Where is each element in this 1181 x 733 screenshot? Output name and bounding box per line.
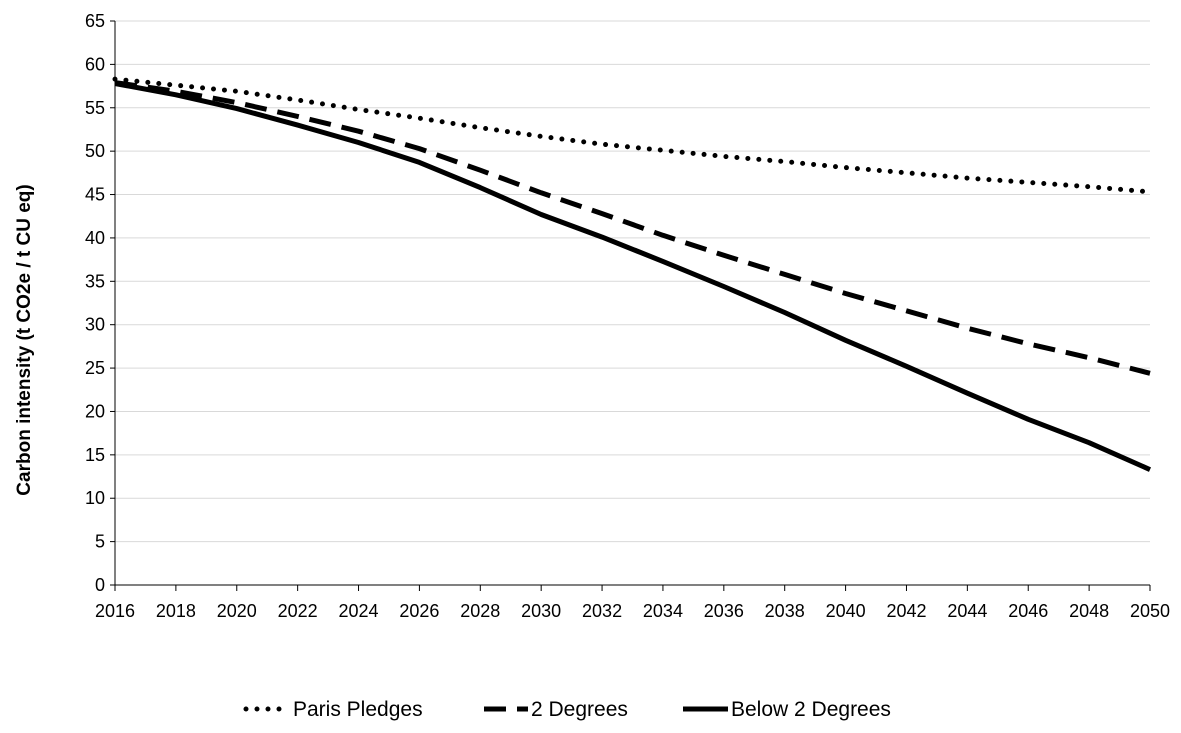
y-tick-label: 50: [85, 141, 105, 161]
x-tick-label: 2024: [339, 601, 379, 621]
y-tick-label: 20: [85, 401, 105, 421]
x-tick-label: 2026: [399, 601, 439, 621]
legend-label: 2 Degrees: [531, 698, 628, 721]
legend: Paris Pledges 2 Degrees Below 2 Degrees: [246, 698, 891, 721]
y-tick-label: 35: [85, 271, 105, 291]
x-tick-label: 2038: [765, 601, 805, 621]
axes: [110, 21, 1150, 591]
y-tick-label: 15: [85, 445, 105, 465]
x-tick-label: 2030: [521, 601, 561, 621]
x-tick-label: 2032: [582, 601, 622, 621]
x-tick-label: 2016: [95, 601, 135, 621]
legend-label: Below 2 Degrees: [731, 698, 891, 721]
x-tick-labels: 2016 2018 2020 2022 2024 2026 2028 2030 2032 2034…: [95, 601, 1170, 621]
grid-lines: [115, 21, 1150, 542]
y-tick-label: 55: [85, 98, 105, 118]
series-line-2-degrees: [115, 83, 1150, 374]
x-tick-label: 2028: [460, 601, 500, 621]
y-axis-title: Carbon intensity (t CO2e / t CU eq): [14, 184, 35, 495]
y-tick-label: 60: [85, 54, 105, 74]
series-line-paris-pledges: [115, 79, 1150, 192]
x-tick-label: 2020: [217, 601, 257, 621]
y-tick-label: 5: [95, 532, 105, 552]
x-tick-label: 2034: [643, 601, 683, 621]
y-tick-label: 65: [85, 11, 105, 31]
y-tick-label: 45: [85, 185, 105, 205]
legend-label: Paris Pledges: [293, 698, 423, 721]
y-tick-label: 10: [85, 488, 105, 508]
x-tick-label: 2050: [1130, 601, 1170, 621]
x-tick-label: 2044: [947, 601, 987, 621]
x-tick-label: 2042: [886, 601, 926, 621]
y-tick-label: 0: [95, 575, 105, 595]
x-tick-label: 2022: [278, 601, 318, 621]
x-tick-label: 2040: [826, 601, 866, 621]
x-tick-label: 2048: [1069, 601, 1109, 621]
x-tick-label: 2046: [1008, 601, 1048, 621]
y-tick-label: 30: [85, 315, 105, 335]
y-tick-label: 40: [85, 228, 105, 248]
x-tick-label: 2036: [704, 601, 744, 621]
y-tick-label: 25: [85, 358, 105, 378]
x-tick-label: 2018: [156, 601, 196, 621]
y-tick-labels: 0 5 10 15 20 25 30 35 40 45 50 55 60 65: [85, 11, 105, 595]
